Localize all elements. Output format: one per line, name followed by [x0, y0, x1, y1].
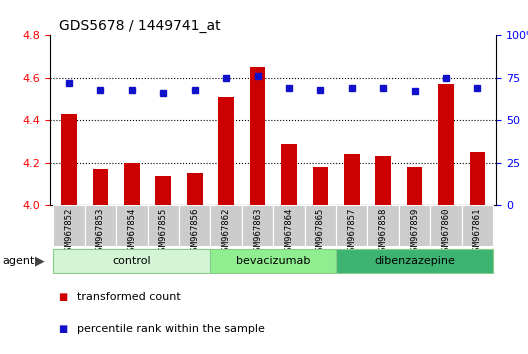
Bar [116, 205, 147, 246]
Text: transformed count: transformed count [77, 292, 180, 302]
Bar [179, 205, 210, 246]
Bar [305, 205, 336, 246]
Bar [430, 205, 462, 246]
Bar [187, 173, 203, 205]
Bar [313, 167, 328, 205]
Bar [124, 163, 140, 205]
Bar [469, 152, 485, 205]
Text: ▶: ▶ [35, 255, 44, 268]
Text: GSM967853: GSM967853 [96, 207, 105, 256]
Text: GSM967863: GSM967863 [253, 207, 262, 256]
Bar [438, 84, 454, 205]
Text: GSM967862: GSM967862 [222, 207, 231, 256]
Text: GSM967859: GSM967859 [410, 207, 419, 256]
Text: GSM967854: GSM967854 [127, 207, 136, 256]
Bar [61, 114, 77, 205]
Bar [250, 67, 266, 205]
Text: GSM967858: GSM967858 [379, 207, 388, 256]
Text: GSM967860: GSM967860 [441, 207, 450, 256]
Bar [407, 167, 422, 205]
Text: GSM967857: GSM967857 [347, 207, 356, 256]
Text: GDS5678 / 1449741_at: GDS5678 / 1449741_at [59, 19, 221, 33]
Bar [375, 156, 391, 205]
Text: dibenzazepine: dibenzazepine [374, 256, 455, 266]
Bar [210, 249, 336, 273]
Text: GSM967864: GSM967864 [285, 207, 294, 256]
Text: agent: agent [3, 256, 35, 266]
Bar [218, 97, 234, 205]
Text: GSM967856: GSM967856 [190, 207, 199, 256]
Bar [399, 205, 430, 246]
Bar [53, 205, 84, 246]
Bar [336, 205, 367, 246]
Bar [242, 205, 274, 246]
Text: GSM967855: GSM967855 [159, 207, 168, 256]
Bar [92, 169, 108, 205]
Bar [210, 205, 242, 246]
Bar [155, 176, 171, 205]
Text: ■: ■ [58, 324, 68, 334]
Text: bevacizumab: bevacizumab [236, 256, 310, 266]
Bar [274, 205, 305, 246]
Text: GSM967861: GSM967861 [473, 207, 482, 256]
Bar [462, 205, 493, 246]
Text: ■: ■ [58, 292, 68, 302]
Bar [281, 144, 297, 205]
Bar [344, 154, 360, 205]
Bar [336, 249, 493, 273]
Bar [367, 205, 399, 246]
Text: control: control [112, 256, 151, 266]
Bar [53, 249, 210, 273]
Bar [84, 205, 116, 246]
Text: GSM967865: GSM967865 [316, 207, 325, 256]
Bar [147, 205, 179, 246]
Text: percentile rank within the sample: percentile rank within the sample [77, 324, 265, 334]
Text: GSM967852: GSM967852 [64, 207, 73, 256]
